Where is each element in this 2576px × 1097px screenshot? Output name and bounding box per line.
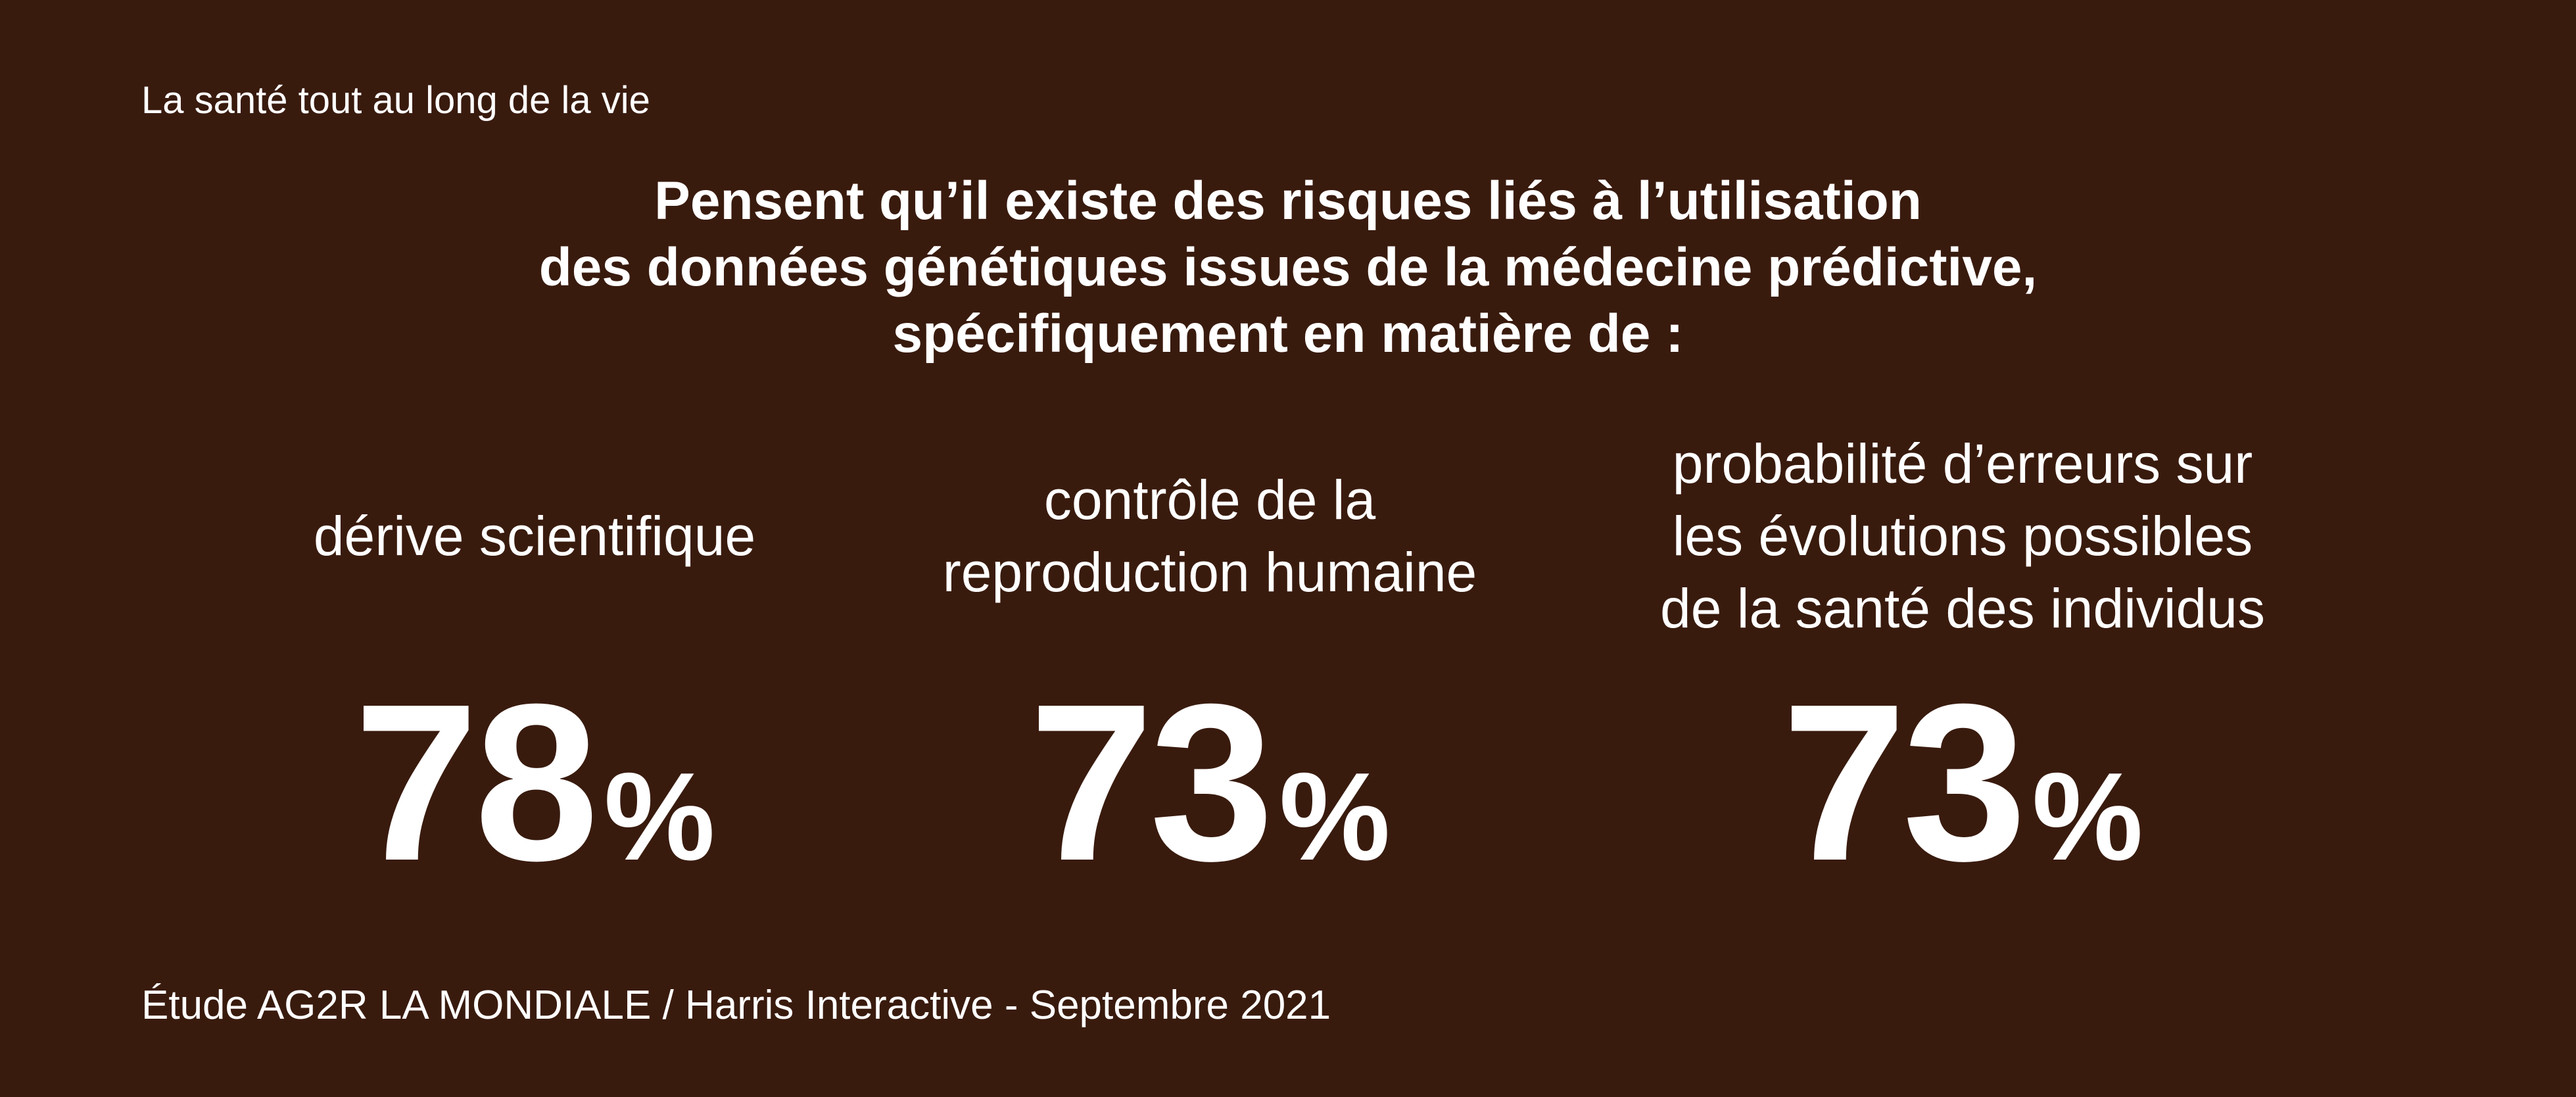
stat-label-line: probabilité d’erreurs sur xyxy=(1672,433,2253,495)
stat-prediction-errors: probabilité d’erreurs sur les évolutions… xyxy=(1601,427,2324,894)
stat-value: 73% xyxy=(848,671,1571,894)
stat-label-line: de la santé des individus xyxy=(1660,577,2265,639)
stat-label: contrôle de la reproduction humaine xyxy=(848,427,1571,645)
stat-label-line: reproduction humaine xyxy=(942,541,1477,603)
stat-scientific-drift: dérive scientifique 78% xyxy=(173,427,896,894)
source-note: Étude AG2R LA MONDIALE / Harris Interact… xyxy=(141,983,1331,1028)
headline: Pensent qu’il existe des risques liés à … xyxy=(0,168,2576,367)
kicker: La santé tout au long de la vie xyxy=(141,79,650,122)
stat-number: 73 xyxy=(1782,658,2026,908)
stat-value: 78% xyxy=(173,671,896,894)
stat-value: 73% xyxy=(1601,671,2324,894)
stat-reproduction-control: contrôle de la reproduction humaine 73% xyxy=(848,427,1571,894)
stat-label-line: dérive scientifique xyxy=(313,505,756,567)
stat-label-line: les évolutions possibles xyxy=(1672,505,2253,567)
headline-line-2: des données génétiques issues de la méde… xyxy=(538,237,2038,297)
stat-label: dérive scientifique xyxy=(173,427,896,645)
stat-percent-sign: % xyxy=(1279,747,1391,887)
stat-number: 78 xyxy=(354,658,598,908)
stat-percent-sign: % xyxy=(2032,747,2143,887)
stat-percent-sign: % xyxy=(604,747,715,887)
headline-line-1: Pensent qu’il existe des risques liés à … xyxy=(654,171,1922,231)
headline-line-3: spécifiquement en matière de : xyxy=(892,304,1684,364)
stat-label: probabilité d’erreurs sur les évolutions… xyxy=(1601,427,2324,645)
stat-number: 73 xyxy=(1029,658,1274,908)
stat-label-line: contrôle de la xyxy=(1043,469,1376,531)
